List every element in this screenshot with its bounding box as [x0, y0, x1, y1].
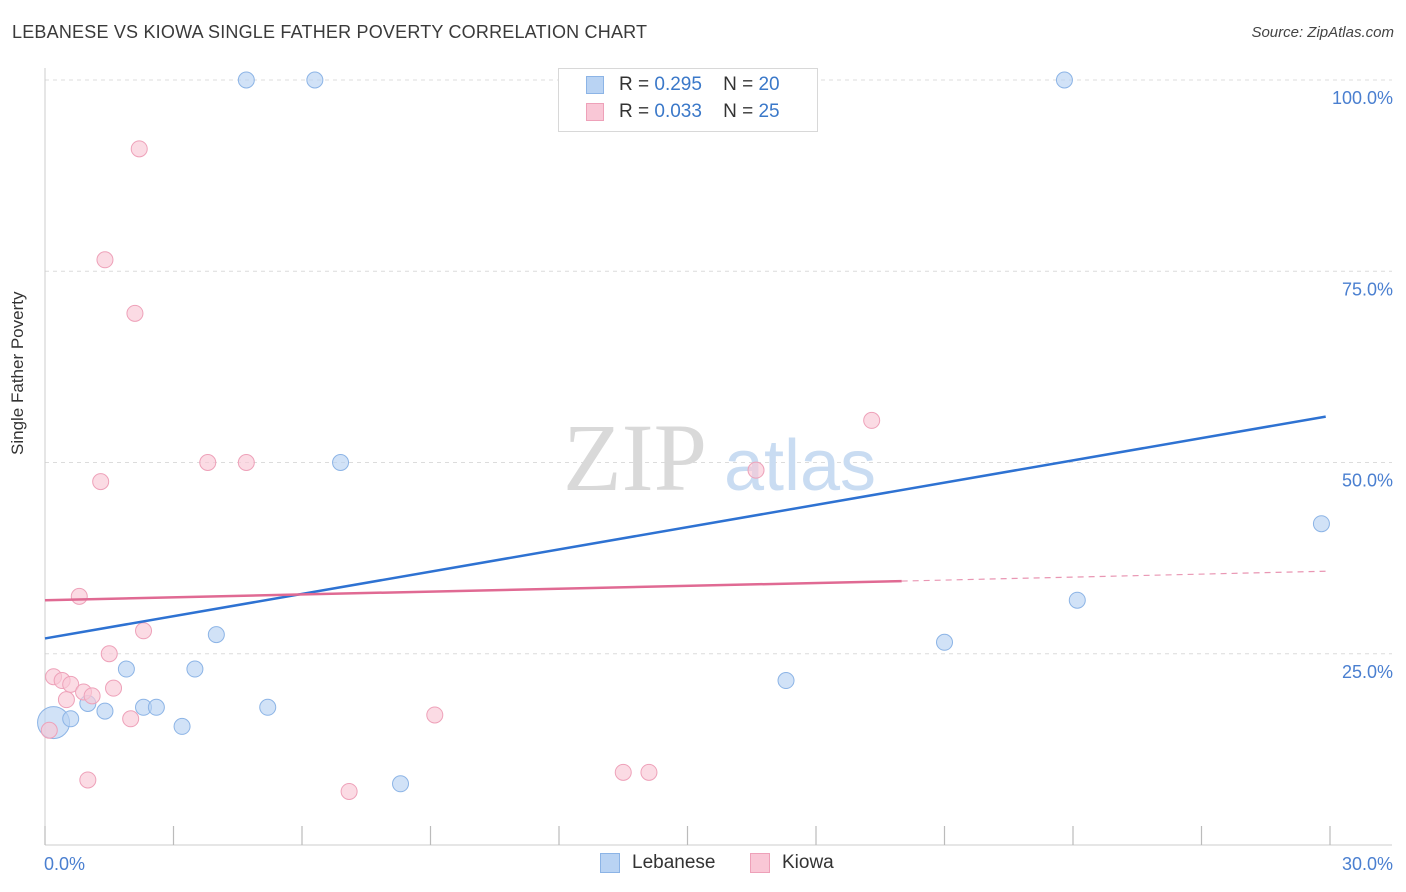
trend-lines	[44, 415, 1331, 640]
lebanese-point	[777, 672, 795, 690]
y-axis-label: Single Father Poverty	[8, 291, 27, 455]
kiowa-point	[747, 461, 765, 479]
kiowa-point	[96, 251, 114, 269]
legend-r-label: R =	[619, 74, 650, 95]
correlation-legend: R = 0.295 N = 20 R = 0.033 N = 25	[558, 68, 818, 132]
kiowa-point	[640, 763, 658, 781]
chart-source: Source: ZipAtlas.com	[1251, 24, 1394, 41]
kiowa-swatch	[586, 103, 604, 121]
kiowa-point	[40, 721, 58, 739]
watermark-zip: ZIP	[563, 404, 707, 511]
legend-n-value: 25	[758, 101, 780, 122]
kiowa-point	[199, 454, 217, 471]
kiowa-point	[100, 645, 118, 663]
lebanese-point	[147, 698, 165, 716]
lebanese-swatch	[586, 76, 604, 94]
lebanese-point	[259, 698, 277, 716]
kiowa-trend-extension	[901, 570, 1331, 582]
kiowa-point	[122, 710, 140, 728]
data-points	[37, 71, 1330, 800]
kiowa-trend-line	[44, 579, 902, 602]
lebanese-trend-line	[44, 415, 1326, 640]
lebanese-point	[306, 71, 324, 89]
kiowa-point	[130, 140, 148, 158]
watermark-atlas: atlas	[724, 426, 876, 506]
grid-lines	[45, 79, 1392, 655]
y-tick-label: 50.0%	[1342, 471, 1393, 491]
kiowa-point	[83, 687, 101, 705]
lebanese-point	[96, 702, 114, 720]
kiowa-point	[57, 691, 75, 709]
legend-label-kiowa: Kiowa	[782, 852, 834, 873]
kiowa-point	[863, 411, 881, 429]
kiowa-point	[79, 771, 97, 789]
x-tick-label: 30.0%	[1342, 854, 1393, 874]
kiowa-point	[340, 782, 358, 800]
legend-r-value: 0.033	[654, 101, 702, 122]
legend-r-value: 0.295	[654, 74, 702, 95]
watermark: ZIP atlas	[563, 404, 876, 511]
kiowa-point	[62, 675, 80, 693]
kiowa-point	[237, 454, 255, 471]
kiowa-point	[614, 763, 632, 781]
kiowa-point	[105, 679, 123, 697]
legend-n-label: N =	[723, 74, 754, 95]
y-tick-label: 25.0%	[1342, 662, 1393, 682]
kiowa-swatch	[750, 853, 770, 873]
legend-r-label: R =	[619, 101, 650, 122]
axes	[44, 68, 1392, 846]
lebanese-point	[173, 717, 191, 735]
lebanese-point	[186, 660, 204, 678]
kiowa-point	[126, 304, 144, 322]
lebanese-point	[392, 775, 410, 793]
y-tick-label: 100.0%	[1332, 88, 1393, 108]
lebanese-point	[207, 626, 225, 644]
tick-labels: 25.0% 50.0% 75.0% 100.0% 0.0% 30.0%	[44, 88, 1393, 874]
lebanese-point	[117, 660, 135, 678]
lebanese-point	[1068, 591, 1086, 609]
y-tick-label: 75.0%	[1342, 279, 1393, 299]
kiowa-point	[426, 706, 444, 724]
legend-label-lebanese: Lebanese	[632, 852, 716, 873]
chart-title: LEBANESE VS KIOWA SINGLE FATHER POVERTY …	[12, 22, 648, 42]
lebanese-point	[332, 454, 350, 471]
kiowa-point	[92, 473, 110, 491]
lebanese-point	[936, 633, 953, 651]
lebanese-point	[237, 71, 255, 89]
x-tick-label: 0.0%	[44, 854, 85, 874]
lebanese-swatch	[600, 853, 620, 873]
lebanese-point	[1055, 71, 1073, 89]
legend-n-label: N =	[723, 101, 754, 122]
lebanese-point	[1312, 515, 1330, 533]
lebanese-point	[62, 710, 80, 728]
kiowa-point	[70, 587, 88, 605]
kiowa-point	[135, 622, 153, 640]
legend-n-value: 20	[758, 74, 780, 95]
